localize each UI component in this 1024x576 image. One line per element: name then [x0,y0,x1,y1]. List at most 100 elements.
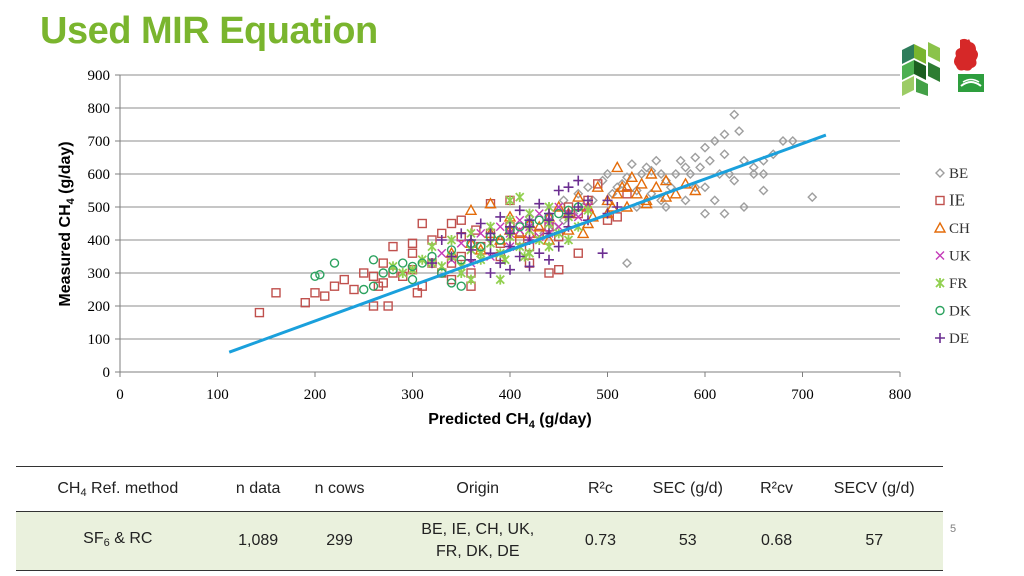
y-axis-title: Measured CH4 (g/day) [57,141,77,306]
legend-label-de: DE [949,331,969,347]
point-be [719,149,730,160]
x-tick-label: 800 [889,387,912,403]
point-be [680,162,691,173]
x-tick-label: 600 [694,387,717,403]
legend-label-fr: FR [949,276,967,292]
col-header-method: CH4 Ref. method [16,466,220,512]
point-dk [329,258,340,268]
point-be [656,195,667,206]
point-ie [388,241,398,252]
cell-method: SF6 & RC [16,511,220,571]
point-ch [679,177,692,189]
point-ch [464,203,478,216]
svg-text:Measured CH4 (g/day): Measured CH4 (g/day) [57,141,77,306]
point-dk [407,261,418,272]
svg-text:Predicted CH4 (g/day): Predicted CH4 (g/day) [428,411,591,431]
point-be [641,162,652,173]
col-header-sec: SEC (g/d) [627,466,748,512]
regression-line [228,133,827,354]
point-de [427,258,437,269]
point-be [734,126,745,137]
point-de [524,261,535,272]
point-dk [495,235,505,245]
legend-marker-de [935,333,945,343]
legend-marker-ie [935,195,945,206]
table-header-row: CH4 Ref. method n data n cows Origin R²c… [16,466,943,512]
point-be [719,208,730,219]
point-be [597,175,608,186]
point-be [690,152,701,163]
point-dk [407,274,418,285]
point-de [514,251,525,262]
cell-sec: 53 [627,511,748,571]
point-ie [456,251,466,262]
point-dk [378,268,388,278]
point-fr [495,274,505,285]
y-tick-label: 600 [88,167,111,183]
col-header-n-cows: n cows [296,466,383,512]
point-be [700,142,710,153]
cell-n-cows: 299 [296,511,383,571]
point-ie [359,268,369,278]
point-ie [349,284,359,295]
point-ie [407,238,418,249]
point-dk [534,215,544,225]
rooster-icon [954,38,978,71]
point-be [602,169,613,179]
legend-label-dk: DK [949,304,971,320]
point-ie [368,301,379,311]
point-de [466,235,476,245]
point-uk [515,215,525,225]
y-tick-label: 500 [88,200,111,216]
point-ie [593,179,603,189]
point-dk [456,281,466,291]
point-de [505,264,515,275]
legend-marker-be [935,168,945,178]
x-axis-title: Predicted CH4 (g/day) [428,411,591,431]
point-fr [398,268,408,278]
point-be [709,195,720,206]
point-be [748,162,759,173]
x-axis-label-suffix: (g/day) [535,411,592,428]
x-tick-label: 200 [304,387,327,403]
point-be [661,202,671,212]
point-dk [446,278,457,288]
point-de [466,244,476,255]
point-be [631,185,642,196]
point-ie [373,281,384,291]
point-fr [563,235,574,245]
point-de [495,211,506,222]
point-be [656,169,667,179]
point-ie [446,218,457,229]
point-be [651,155,662,166]
legend-label-uk: UK [949,249,971,265]
point-be [778,136,788,146]
legend-marker-fr [935,278,945,288]
point-de [534,198,545,209]
point-ch [659,174,673,186]
point-be [704,155,715,166]
point-be [729,109,740,120]
point-dk [456,255,466,265]
point-ch [659,190,673,202]
point-uk [554,202,564,212]
point-ch [484,197,497,209]
regression-layer [228,133,827,354]
point-de [573,175,584,186]
legend: BE IE CH UK FR DK DE [933,166,971,347]
point-uk [476,228,486,238]
point-ie [412,288,423,298]
point-ch [533,220,546,232]
point-be [680,195,691,206]
y-tick-label: 100 [88,332,111,348]
x-axis-label: Predicted CH [428,411,528,428]
point-be [646,165,657,176]
point-be [558,195,569,206]
cell-n-data: 1,089 [219,511,297,571]
point-ch [611,160,624,173]
col-header-r2cv: R²cv [747,466,806,512]
point-be [675,155,686,166]
point-ie [446,274,457,285]
summary-table: CH4 Ref. method n data n cows Origin R²c… [16,466,943,571]
point-de [563,211,574,222]
